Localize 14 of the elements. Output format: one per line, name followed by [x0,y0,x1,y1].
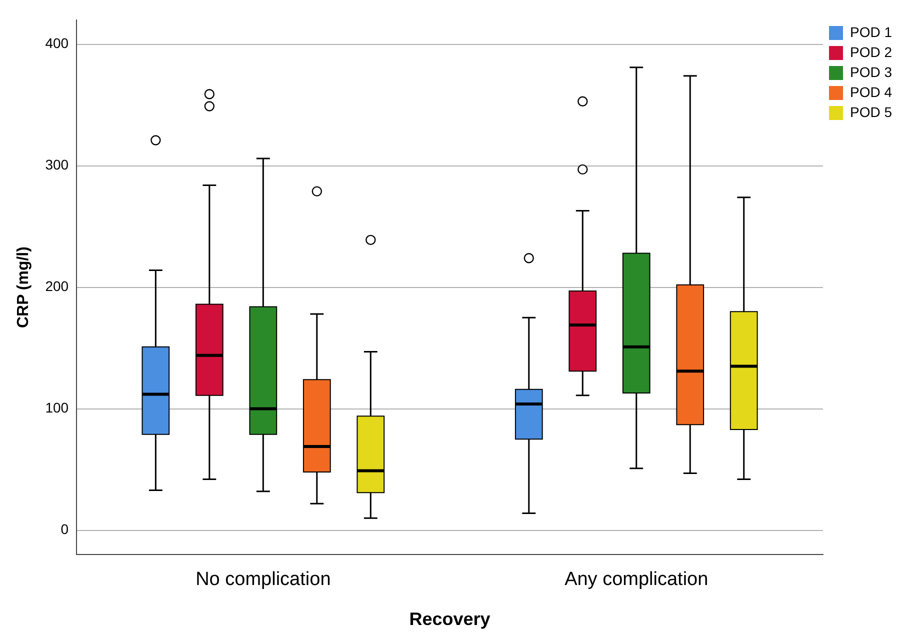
legend-label: POD 5 [850,104,892,120]
legend-label: POD 2 [850,44,892,60]
y-tick-label: 0 [60,521,69,538]
y-tick-label: 300 [45,156,69,173]
y-tick-label: 400 [45,35,69,52]
legend-label: POD 1 [850,24,892,40]
legend-label: POD 3 [850,64,892,80]
legend-label: POD 4 [850,84,892,100]
y-tick-label: 200 [45,278,69,294]
x-axis-title: Recovery [409,609,490,630]
y-axis-title: CRP (mg/l) [15,246,32,328]
y-tick-label: 100 [45,400,69,416]
x-tick-label: No complication [196,569,331,590]
x-tick-label: Any complication [564,569,708,590]
